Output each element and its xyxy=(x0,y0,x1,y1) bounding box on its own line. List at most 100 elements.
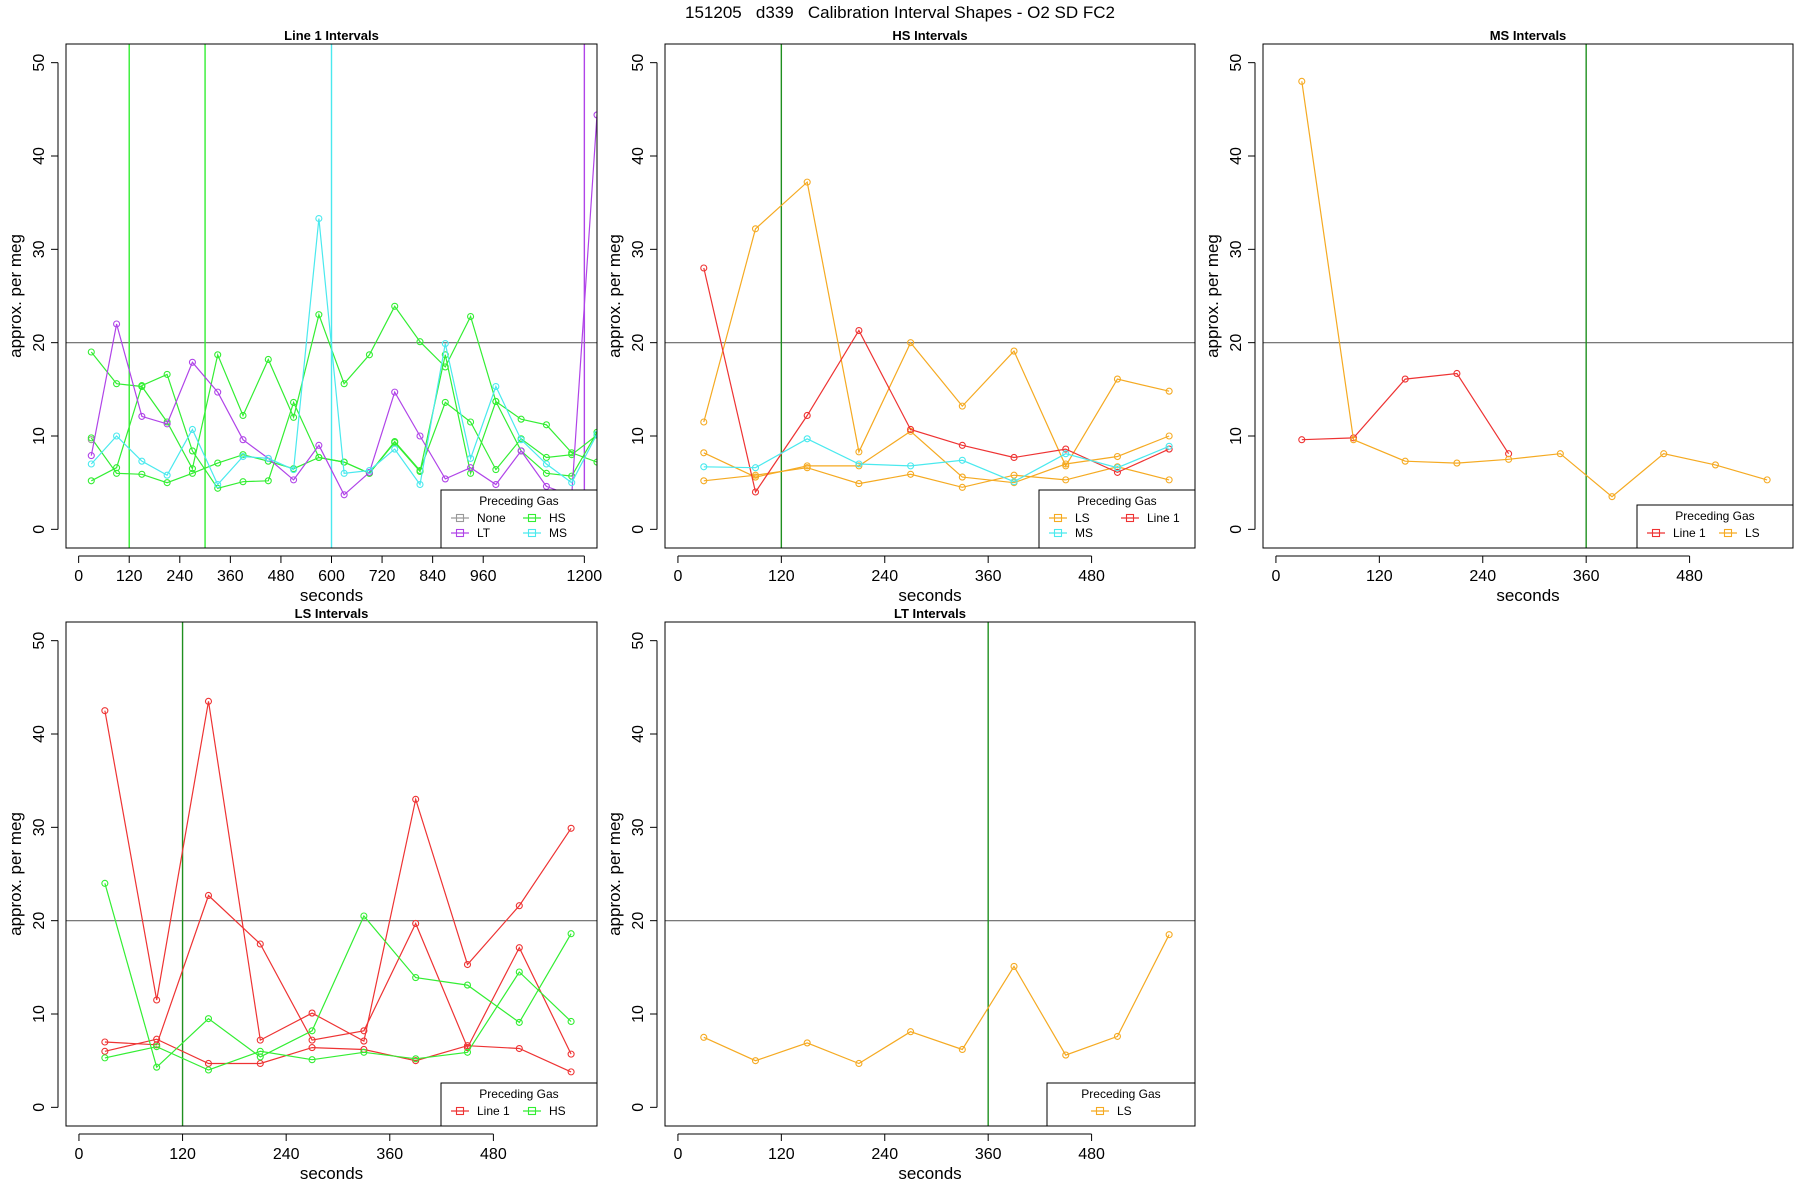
data-point xyxy=(308,1036,316,1044)
y-tick-label: 20 xyxy=(31,912,48,930)
legend-entry-label: None xyxy=(477,511,506,525)
data-point xyxy=(1165,432,1173,440)
legend-entry-label: MS xyxy=(1075,526,1093,540)
data-point xyxy=(568,479,576,487)
y-tick-label: 30 xyxy=(1228,240,1245,258)
series-line xyxy=(104,883,572,1069)
data-point xyxy=(1113,1032,1121,1040)
legend-entry-label: LS xyxy=(1745,526,1760,540)
data-point xyxy=(188,469,196,477)
data-point xyxy=(101,1038,109,1046)
plot-frame xyxy=(65,621,598,1127)
legend: Preceding Gas LS Line 1 MS xyxy=(1038,489,1196,549)
series-line xyxy=(104,701,572,1043)
data-point xyxy=(803,1039,811,1047)
data-point xyxy=(751,225,760,233)
data-point xyxy=(138,382,146,390)
x-tick-label: 360 xyxy=(1573,568,1600,585)
data-point xyxy=(340,380,348,388)
y-axis-label: approx. per meg xyxy=(1203,234,1222,358)
data-point xyxy=(907,339,915,347)
data-point xyxy=(290,466,298,474)
legend-swatch-marker xyxy=(527,1106,537,1116)
x-axis-label: seconds xyxy=(300,1164,363,1183)
data-point xyxy=(163,420,171,428)
data-point xyxy=(467,464,475,472)
series-line xyxy=(90,354,597,484)
data-point xyxy=(1165,442,1173,450)
x-tick-label: 0 xyxy=(673,1146,682,1163)
data-point xyxy=(264,454,272,462)
data-point xyxy=(412,919,420,928)
panel-hs-intervals: HS Intervals 0 120 240 360 480 seconds 0 10 20 30 4… xyxy=(605,28,1196,605)
data-point xyxy=(855,326,863,335)
plot-frame xyxy=(1262,43,1794,549)
data-point xyxy=(958,441,966,449)
data-point xyxy=(256,940,264,948)
data-point xyxy=(113,432,121,440)
data-point xyxy=(113,320,121,328)
data-point xyxy=(958,1045,966,1054)
y-tick-label: 20 xyxy=(630,334,647,352)
x-tick-label: 600 xyxy=(318,568,345,585)
data-point xyxy=(467,312,475,321)
legend-swatch-marker xyxy=(455,513,465,523)
data-point xyxy=(515,1018,523,1026)
data-point xyxy=(492,382,500,391)
panel-line-1-intervals: Line 1 Intervals 0 120 240 360 480 600 720 840 96… xyxy=(6,28,602,605)
data-point xyxy=(239,411,247,420)
y-tick-label: 50 xyxy=(630,54,647,72)
legend-entry-label: Line 1 xyxy=(477,1104,510,1118)
data-point xyxy=(517,415,525,423)
y-tick-label: 10 xyxy=(1228,427,1245,445)
data-point xyxy=(87,460,95,468)
legend-entry-label: MS xyxy=(549,526,567,540)
x-tick-label: 0 xyxy=(74,1146,83,1163)
y-tick-label: 40 xyxy=(31,725,48,743)
legend-entry-label: LS xyxy=(1117,1104,1132,1118)
x-tick-label: 960 xyxy=(470,568,497,585)
data-point xyxy=(1113,464,1121,472)
data-point xyxy=(416,467,424,476)
legend-swatch-marker xyxy=(1053,528,1063,538)
legend-title: Preceding Gas xyxy=(479,494,558,508)
y-tick-label: 50 xyxy=(31,632,48,650)
legend-entry-label: LT xyxy=(477,526,491,540)
data-point xyxy=(340,458,348,466)
x-tick-label: 120 xyxy=(1366,568,1393,585)
data-point xyxy=(204,697,213,705)
legend-box xyxy=(440,1082,598,1127)
legend-swatch-marker xyxy=(1651,528,1661,538)
data-point xyxy=(1165,387,1173,395)
series-line xyxy=(90,114,597,497)
y-axis-label: approx. per meg xyxy=(6,812,25,936)
panel-title: MS Intervals xyxy=(1490,28,1567,43)
series-line xyxy=(703,438,1170,483)
data-point xyxy=(593,430,597,438)
data-point xyxy=(416,338,424,346)
data-point xyxy=(441,475,449,483)
data-point xyxy=(492,480,500,489)
data-point xyxy=(700,477,708,485)
data-point xyxy=(517,447,525,455)
y-tick-label: 20 xyxy=(31,334,48,352)
series-line xyxy=(703,267,1170,494)
data-point xyxy=(214,351,222,359)
legend-title: Preceding Gas xyxy=(1077,494,1156,508)
data-point xyxy=(751,471,760,479)
legend-box xyxy=(440,489,598,549)
legend-swatch-marker xyxy=(1723,528,1733,538)
data-point xyxy=(467,454,475,462)
data-point xyxy=(1062,1051,1070,1059)
series-line xyxy=(1301,372,1510,455)
data-point xyxy=(214,459,222,467)
legend-entry-label: Line 1 xyxy=(1673,526,1706,540)
data-point xyxy=(515,1044,523,1053)
series-line xyxy=(703,934,1170,1065)
y-tick-label: 40 xyxy=(1228,147,1245,165)
series-line xyxy=(90,218,597,487)
panel-ls-intervals: LS Intervals 0 120 240 360 480 seconds 0 10 20 30 4… xyxy=(6,606,598,1183)
x-tick-label: 240 xyxy=(273,1146,300,1163)
legend-entry-label: Line 1 xyxy=(1147,511,1180,525)
data-point xyxy=(441,398,449,406)
